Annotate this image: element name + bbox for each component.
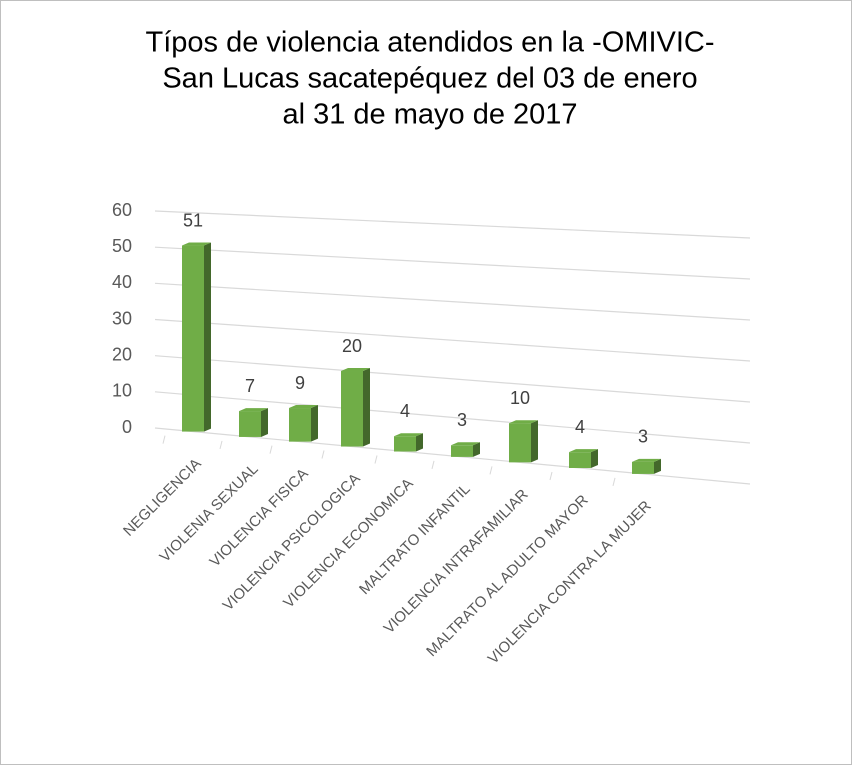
bar-face [394,436,416,452]
bar [394,433,423,452]
grid-line [154,210,751,239]
bar-face [591,449,598,468]
value-label: 10 [510,388,530,408]
bar-face [531,420,538,463]
bar [341,368,370,447]
y-tick-label: 60 [112,200,132,220]
value-label: 20 [342,336,362,356]
bar-face [182,245,204,432]
bar-face [239,411,261,437]
bar-face [341,371,363,447]
tick-mark [321,450,325,459]
bar-face [289,408,311,442]
grid-line [154,318,751,362]
grid-line [154,391,751,444]
value-label: 51 [183,210,203,230]
tick-mark [219,440,223,450]
y-tick-label: 50 [112,236,132,256]
tick-mark [612,477,616,487]
bar-face [261,408,268,437]
chart-title: Típos de violencia atendidos en la -OMIV… [146,27,715,59]
chart-title: San Lucas sacatepéquez del 03 de enero [162,63,697,95]
bar [182,242,211,432]
bar-face [451,445,473,457]
bar-face [341,368,370,372]
value-label: 3 [638,427,648,447]
bar-face [509,423,531,463]
bar-face [451,442,480,446]
bar-face [509,420,538,424]
value-label: 4 [575,417,585,437]
bar-face [569,452,591,468]
y-tick-label: 20 [112,344,132,364]
bar [509,420,538,463]
bar-face [204,242,211,432]
value-label: 3 [457,410,467,430]
bar-face [311,405,318,442]
bar-face [632,461,654,474]
tick-mark [549,471,553,481]
bar [239,408,268,437]
tick-mark [431,460,435,470]
bar [289,405,318,442]
grid-line [154,246,751,280]
bar-face [363,368,370,447]
tick-mark [489,466,493,475]
y-tick-label: 10 [112,381,132,401]
bar-face [569,449,598,453]
bar-face [473,442,480,457]
grid-line [154,355,751,403]
bar-face [239,408,268,412]
tick-mark [269,445,273,454]
value-label: 9 [295,373,305,393]
y-tick-label: 0 [122,417,132,437]
y-tick-label: 30 [112,308,132,328]
bar [632,458,661,474]
bar-face [394,433,423,437]
bar [451,442,480,457]
bar-face [182,242,211,246]
y-tick-label: 40 [112,272,132,292]
grid-line [154,282,751,321]
bar-face [632,458,661,462]
bar-face [416,433,423,452]
bar-face [654,458,661,474]
value-label: 7 [245,376,255,396]
value-label: 4 [400,401,410,421]
bar [569,449,598,468]
chart-title: al 31 de mayo de 2017 [282,99,577,131]
tick-mark [374,455,378,464]
tick-mark [162,435,166,444]
bar-face [289,405,318,409]
